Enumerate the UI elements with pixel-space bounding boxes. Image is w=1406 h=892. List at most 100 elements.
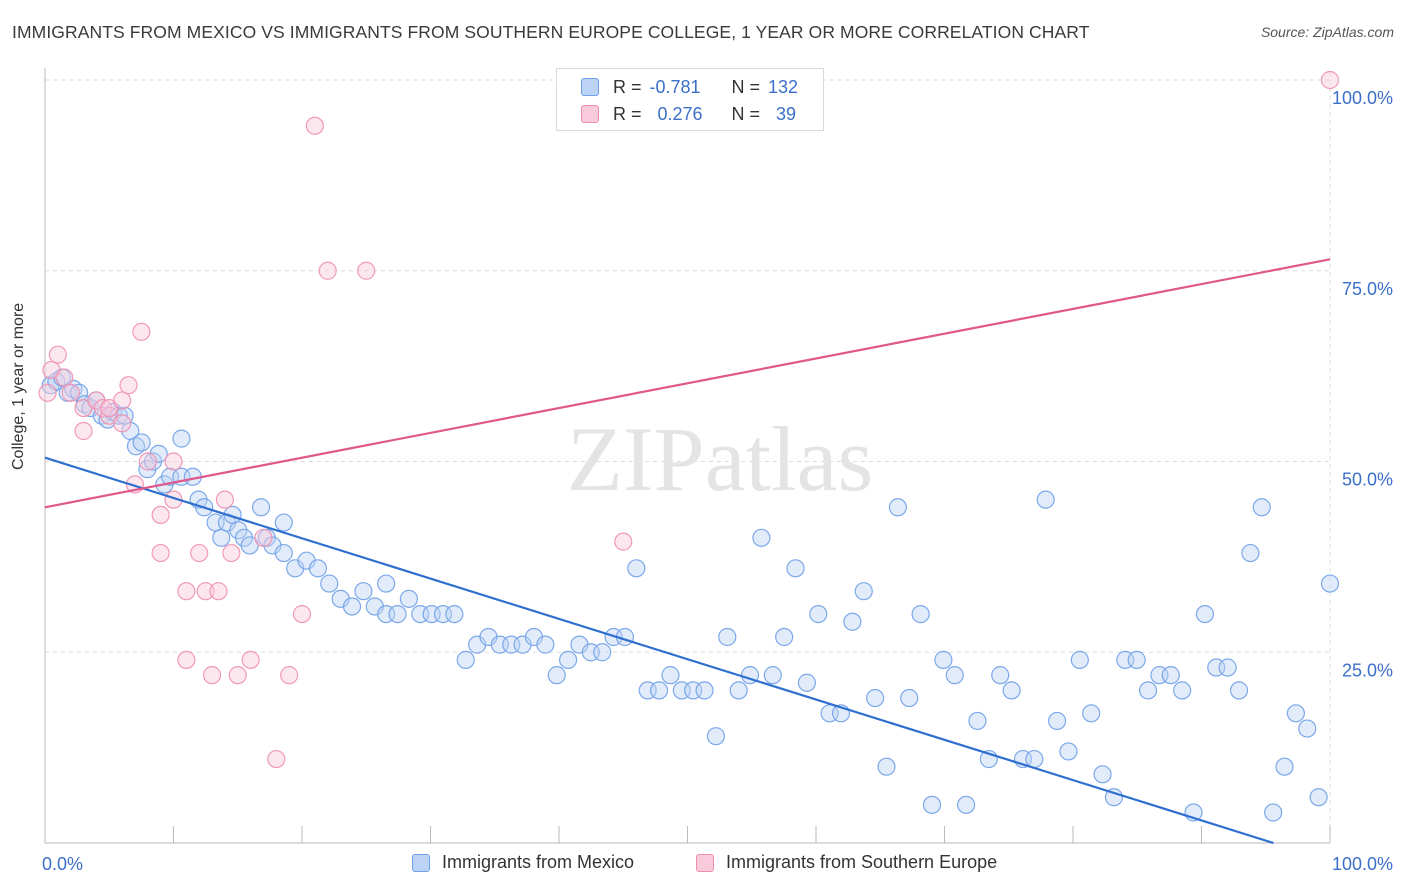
data-point: [558, 650, 578, 669]
legend-swatch-southern-europe: [696, 853, 714, 872]
stats-n-value: 132: [768, 76, 799, 97]
data-point: [593, 643, 612, 662]
data-point: [661, 666, 680, 685]
legend-item-mexico[interactable]: Immigrants from Mexico: [412, 852, 634, 873]
x-tick-label: 100.0%: [1332, 854, 1393, 874]
data-point: [614, 532, 633, 551]
data-point: [119, 376, 138, 395]
data-point: [1093, 765, 1112, 784]
data-point: [177, 582, 196, 601]
data-point: [706, 727, 726, 746]
data-point: [177, 650, 196, 669]
data-point: [1252, 498, 1271, 517]
data-point: [241, 650, 260, 669]
data-point: [172, 429, 191, 448]
data-point: [274, 513, 293, 532]
data-point: [843, 612, 862, 631]
data-point: [74, 421, 93, 441]
data-point: [1036, 490, 1055, 509]
data-point: [797, 673, 817, 692]
stats-n-value: 39: [776, 103, 797, 124]
data-point: [1173, 681, 1192, 700]
data-point: [1002, 681, 1021, 700]
watermark: ZIPatlas: [567, 408, 874, 510]
data-point: [308, 559, 328, 578]
data-point: [61, 383, 80, 402]
y-tick-label: 100.0%: [1332, 88, 1393, 108]
data-point: [957, 795, 976, 814]
data-point: [38, 383, 57, 402]
stats-swatch-mexico: [581, 78, 599, 96]
source-label: Source: ZipAtlas.com: [1260, 24, 1394, 40]
data-point: [274, 543, 293, 563]
data-point: [1059, 742, 1078, 761]
axes: [44, 68, 1331, 844]
y-tick-label: 25.0%: [1342, 660, 1393, 680]
y-tick-label: 50.0%: [1342, 470, 1393, 490]
stats-n-label: N =: [731, 103, 761, 124]
legend-swatch-mexico: [412, 853, 430, 872]
data-point: [357, 261, 376, 280]
data-point: [456, 650, 475, 669]
chart-title: IMMIGRANTS FROM MEXICO VS IMMIGRANTS FRO…: [12, 22, 1090, 42]
data-point: [228, 666, 247, 685]
data-point: [729, 681, 748, 700]
series-mexico: [41, 368, 1340, 822]
data-point: [267, 749, 286, 769]
data-point: [202, 666, 222, 685]
data-point: [1104, 788, 1124, 807]
data-point: [209, 582, 228, 601]
stats-swatch-southern-europe: [581, 105, 599, 123]
data-point: [164, 452, 183, 471]
data-point: [945, 666, 964, 685]
data-point: [377, 574, 396, 593]
data-point: [888, 498, 907, 517]
series-southern-europe: [38, 70, 1340, 769]
data-point: [649, 681, 669, 700]
data-point: [775, 627, 794, 647]
data-point: [547, 666, 566, 685]
stats-r-label: R =: [613, 103, 642, 124]
data-point: [1241, 543, 1260, 563]
data-point: [1286, 704, 1305, 723]
data-point: [911, 604, 930, 624]
data-point: [763, 666, 782, 685]
data-point: [1320, 574, 1340, 593]
stats-r-value: -0.781: [649, 76, 701, 97]
data-point: [445, 604, 464, 624]
data-point: [292, 604, 312, 624]
data-point: [138, 452, 157, 471]
data-point: [354, 582, 373, 601]
data-point: [1320, 70, 1340, 90]
data-point: [132, 322, 151, 341]
data-point: [922, 795, 942, 814]
data-point: [112, 414, 132, 433]
data-point: [1275, 757, 1294, 776]
data-point: [627, 559, 646, 578]
data-point: [1309, 788, 1328, 807]
stats-row-southern-europe: R = 0.276 N = 39: [581, 102, 796, 126]
data-point: [1138, 681, 1158, 700]
data-point: [877, 757, 896, 776]
data-point: [112, 391, 132, 410]
legend-label-mexico: Immigrants from Mexico: [442, 852, 635, 872]
data-point: [215, 490, 234, 509]
data-point: [196, 582, 215, 601]
data-point: [399, 589, 418, 608]
data-point: [1070, 650, 1089, 669]
legend: Immigrants from Mexico Immigrants from S…: [0, 852, 1406, 876]
data-point: [1229, 681, 1249, 700]
data-point: [93, 398, 112, 418]
data-point: [1218, 658, 1237, 677]
data-point: [55, 368, 74, 387]
data-point: [320, 574, 339, 593]
data-point: [1127, 650, 1146, 669]
legend-item-southern-europe[interactable]: Immigrants from Southern Europe: [696, 852, 997, 873]
stats-r-value: 0.276: [657, 103, 703, 124]
stats-row-mexico: R = -0.781 N = 132: [581, 75, 798, 99]
data-point: [212, 528, 231, 547]
x-tick-label: 0.0%: [42, 854, 83, 874]
data-point: [132, 433, 151, 452]
stats-r-label: R =: [613, 76, 642, 97]
data-point: [809, 604, 828, 624]
